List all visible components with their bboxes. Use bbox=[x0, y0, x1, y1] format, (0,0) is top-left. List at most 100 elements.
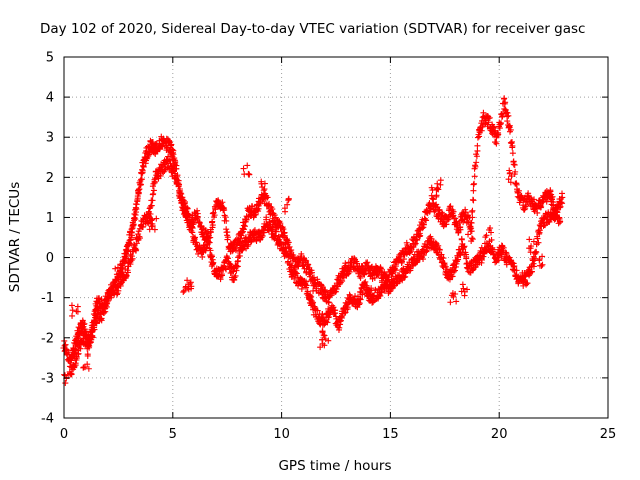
data-point-main-track bbox=[209, 218, 216, 225]
data-point-main-track bbox=[490, 124, 497, 131]
data-point-secondary-track bbox=[266, 218, 273, 225]
data-point-scattered-fragments bbox=[117, 261, 124, 268]
data-point-scattered-fragments bbox=[69, 312, 76, 319]
data-point-secondary-track bbox=[172, 175, 179, 182]
data-point-secondary-track bbox=[402, 273, 409, 280]
data-point-main-track bbox=[470, 197, 477, 204]
data-point-scattered-fragments bbox=[84, 361, 91, 368]
data-point-scattered-fragments bbox=[310, 287, 317, 294]
data-point-secondary-track bbox=[436, 246, 443, 253]
data-point-secondary-track bbox=[136, 235, 143, 242]
data-point-main-track bbox=[471, 180, 478, 187]
data-point-main-track bbox=[474, 134, 481, 141]
data-point-secondary-track bbox=[344, 304, 351, 311]
data-point-main-track bbox=[170, 151, 177, 158]
x-tick-label: 0 bbox=[60, 427, 68, 442]
data-point-secondary-track bbox=[207, 247, 214, 254]
data-point-main-track bbox=[469, 196, 476, 203]
data-point-scattered-fragments bbox=[508, 173, 515, 180]
data-point-scattered-fragments bbox=[68, 302, 75, 309]
data-point-main-track bbox=[264, 194, 271, 201]
axes: 0 5 10 15 20 25 -4 -3 -2 -1 0 1 2 3 4 5 bbox=[41, 51, 616, 443]
data-point-main-track bbox=[252, 211, 259, 218]
data-point-secondary-track bbox=[440, 255, 447, 262]
data-point-main-track bbox=[374, 271, 381, 278]
data-point-scattered-fragments bbox=[85, 365, 92, 372]
data-point-scattered-fragments bbox=[187, 280, 194, 287]
data-point-main-track bbox=[266, 200, 273, 207]
data-point-main-track bbox=[167, 142, 174, 149]
data-point-main-track bbox=[547, 187, 554, 194]
data-point-main-track bbox=[334, 276, 341, 283]
data-point-scattered-fragments bbox=[341, 263, 348, 270]
data-point-scattered-fragments bbox=[114, 264, 121, 271]
data-point-main-track bbox=[404, 241, 411, 248]
data-point-secondary-track bbox=[461, 243, 468, 250]
data-point-secondary-track bbox=[97, 316, 104, 323]
x-tick-label: 5 bbox=[169, 427, 177, 442]
data-point-scattered-fragments bbox=[435, 186, 442, 193]
data-point-scattered-fragments bbox=[488, 236, 495, 243]
data-point-secondary-track bbox=[357, 296, 364, 303]
data-point-main-track bbox=[469, 207, 476, 214]
data-point-main-track bbox=[457, 224, 464, 231]
data-point-main-track bbox=[209, 222, 216, 229]
data-point-secondary-track bbox=[151, 178, 158, 185]
data-point-main-track bbox=[510, 161, 517, 168]
data-point-main-track bbox=[473, 159, 480, 166]
data-point-main-track bbox=[222, 214, 229, 221]
data-point-main-track bbox=[224, 234, 231, 241]
data-point-main-track bbox=[240, 222, 247, 229]
data-point-scattered-fragments bbox=[319, 328, 326, 335]
data-point-scattered-fragments bbox=[188, 285, 195, 292]
data-point-main-track bbox=[446, 203, 453, 210]
data-point-main-track bbox=[389, 270, 396, 277]
data-point-secondary-track bbox=[293, 270, 300, 277]
data-point-main-track bbox=[525, 190, 532, 197]
data-point-main-track bbox=[522, 205, 529, 212]
data-point-secondary-track bbox=[205, 239, 212, 246]
data-point-secondary-track bbox=[133, 240, 140, 247]
data-point-main-track bbox=[470, 187, 477, 194]
data-point-main-track bbox=[61, 342, 68, 349]
data-point-main-track bbox=[285, 239, 292, 246]
data-point-scattered-fragments bbox=[447, 299, 454, 306]
data-point-secondary-track bbox=[157, 173, 164, 180]
data-point-scattered-fragments bbox=[149, 220, 156, 227]
data-point-scattered-fragments bbox=[434, 185, 441, 192]
data-point-scattered-fragments bbox=[260, 187, 267, 194]
data-point-secondary-track bbox=[460, 244, 467, 251]
data-point-scattered-fragments bbox=[284, 201, 291, 208]
data-point-scattered-fragments bbox=[145, 220, 152, 227]
data-point-secondary-track bbox=[324, 319, 331, 326]
data-point-secondary-track bbox=[533, 249, 540, 256]
data-point-secondary-track bbox=[258, 234, 265, 241]
data-points bbox=[60, 95, 566, 387]
data-point-secondary-track bbox=[115, 287, 122, 294]
data-point-main-track bbox=[249, 203, 256, 210]
data-point-scattered-fragments bbox=[364, 292, 371, 299]
data-point-main-track bbox=[498, 120, 505, 127]
data-point-main-track bbox=[217, 200, 224, 207]
data-point-scattered-fragments bbox=[69, 307, 76, 314]
data-point-secondary-track bbox=[129, 255, 136, 262]
data-point-scattered-fragments bbox=[536, 256, 543, 263]
data-point-main-track bbox=[131, 214, 138, 221]
data-point-secondary-track bbox=[238, 238, 245, 245]
data-point-scattered-fragments bbox=[468, 235, 475, 242]
data-point-secondary-track bbox=[435, 242, 442, 249]
data-point-secondary-track bbox=[446, 276, 453, 283]
data-point-secondary-track bbox=[463, 255, 470, 262]
data-point-scattered-fragments bbox=[180, 289, 187, 296]
data-point-main-track bbox=[126, 240, 133, 247]
data-point-main-track bbox=[423, 217, 430, 224]
data-point-scattered-fragments bbox=[538, 262, 545, 269]
data-point-secondary-track bbox=[193, 239, 200, 246]
data-point-secondary-track bbox=[451, 267, 458, 274]
data-point-secondary-track bbox=[500, 244, 507, 251]
data-point-secondary-track bbox=[98, 315, 105, 322]
data-point-main-track bbox=[131, 217, 138, 224]
data-point-secondary-track bbox=[89, 327, 96, 334]
data-point-main-track bbox=[295, 263, 302, 270]
